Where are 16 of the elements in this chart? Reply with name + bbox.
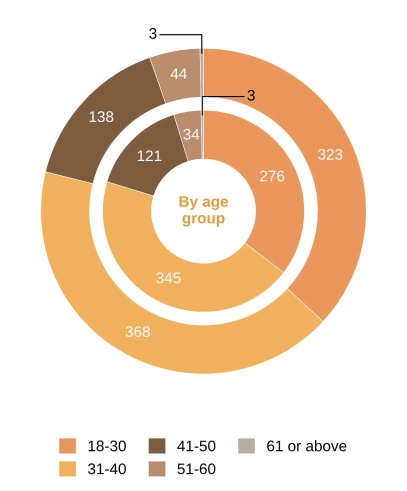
data-label: 3: [248, 90, 255, 101]
data-label: 34: [183, 128, 200, 140]
legend-label: 18-30: [88, 440, 126, 452]
text: By age group: [179, 196, 228, 227]
data-label: 368: [126, 326, 150, 338]
data-label: 138: [90, 111, 114, 122]
data-label: 44: [170, 68, 187, 79]
data-label: 276: [260, 170, 284, 182]
data-label: 121: [138, 150, 162, 162]
legend-label: 41-50: [177, 440, 216, 452]
legend-label: 51-60: [178, 463, 216, 474]
data-label: 3: [149, 28, 157, 39]
data-label: 345: [156, 272, 181, 284]
data-label: 323: [318, 148, 342, 160]
legend-label: 31-40: [88, 463, 126, 474]
legend-label: 61 or above: [267, 440, 346, 452]
